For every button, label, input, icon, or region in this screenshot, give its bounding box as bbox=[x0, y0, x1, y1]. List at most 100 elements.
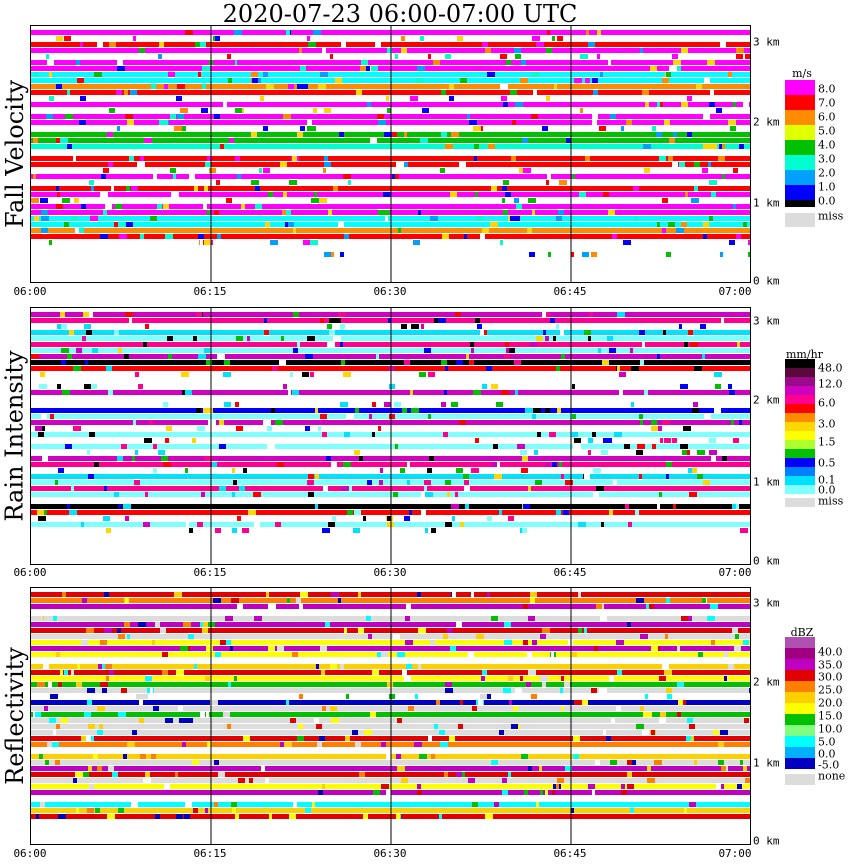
heatmap-0-cell bbox=[474, 156, 477, 161]
heatmap-2-cell bbox=[381, 652, 388, 657]
heatmap-1-cell bbox=[480, 330, 484, 335]
heatmap-1-cell bbox=[60, 312, 65, 317]
heatmap-2-cell bbox=[86, 736, 91, 741]
heatmap-2-cell bbox=[743, 766, 747, 771]
heatmap-2-cell bbox=[322, 706, 326, 711]
heatmap-1-cell bbox=[89, 432, 95, 437]
heatmap-0-cell bbox=[482, 228, 489, 233]
heatmap-0-cell bbox=[605, 204, 611, 209]
heatmap-1-cell bbox=[657, 504, 660, 509]
heatmap-1-cell bbox=[411, 324, 419, 329]
heatmap-0-cell bbox=[283, 114, 291, 119]
heatmap-0-cell bbox=[554, 84, 557, 89]
heatmap-0-cell bbox=[323, 168, 326, 173]
heatmap-2-cell bbox=[176, 814, 183, 819]
heatmap-2-cell bbox=[39, 754, 43, 759]
heatmap-2-cell bbox=[142, 694, 148, 699]
rain-intensity-ytick-3km: 3 km bbox=[753, 314, 780, 328]
heatmap-1-cell bbox=[619, 390, 623, 395]
heatmap-2-cell bbox=[58, 682, 62, 687]
reflectivity-swatch-2 bbox=[785, 659, 815, 670]
heatmap-2-cell bbox=[297, 622, 300, 627]
heatmap-0-cell bbox=[592, 78, 598, 83]
heatmap-1-cell bbox=[537, 432, 541, 437]
heatmap-1-cell bbox=[644, 390, 648, 395]
heatmap-0-cell bbox=[226, 198, 232, 203]
rain-intensity-swatch-11 bbox=[785, 458, 815, 467]
heatmap-1-cell bbox=[424, 486, 427, 491]
heatmap-1-cell bbox=[393, 492, 398, 497]
heatmap-1-cell bbox=[546, 462, 551, 467]
heatmap-1-cell bbox=[609, 510, 613, 515]
heatmap-0-cell bbox=[236, 180, 243, 185]
heatmap-1-cell bbox=[203, 408, 207, 413]
heatmap-0-cell bbox=[338, 180, 345, 185]
heatmap-1-cell bbox=[236, 426, 243, 431]
heatmap-2-cell bbox=[218, 772, 225, 777]
heatmap-2-cell bbox=[737, 784, 742, 789]
heatmap-2-cell bbox=[372, 670, 379, 675]
heatmap-1-cell bbox=[470, 342, 474, 347]
heatmap-0-cell bbox=[131, 186, 138, 191]
heatmap-2-cell bbox=[530, 592, 537, 597]
heatmap-1-cell bbox=[55, 480, 58, 485]
heatmap-0-cell bbox=[559, 180, 567, 185]
heatmap-0-cell bbox=[308, 42, 316, 47]
heatmap-2-cell bbox=[592, 790, 595, 795]
heatmap-0-cell bbox=[46, 54, 49, 59]
heatmap-2-cell bbox=[681, 616, 688, 621]
heatmap-0-cell bbox=[546, 96, 550, 101]
fall-velocity-ylabel-wrap: Fall Velocity bbox=[1, 25, 29, 283]
heatmap-1-cell bbox=[388, 318, 391, 323]
heatmap-0-cell bbox=[307, 36, 310, 41]
heatmap-0-cell bbox=[80, 42, 83, 47]
heatmap-2-cell bbox=[375, 622, 381, 627]
heatmap-0-cell bbox=[163, 204, 169, 209]
heatmap-0-cell bbox=[677, 66, 681, 71]
heatmap-1-cell bbox=[592, 432, 596, 437]
heatmap-2-cell bbox=[428, 736, 432, 741]
heatmap-2-cell bbox=[316, 670, 321, 675]
heatmap-1-cell bbox=[50, 414, 54, 419]
heatmap-1-cell bbox=[617, 312, 625, 317]
heatmap-2-cell bbox=[528, 670, 536, 675]
heatmap-0-cell bbox=[528, 198, 536, 203]
heatmap-0-cell bbox=[736, 234, 741, 239]
heatmap-1-cell bbox=[82, 336, 86, 341]
heatmap-2-cell bbox=[289, 814, 296, 819]
heatmap-2-cell bbox=[749, 688, 750, 693]
heatmap-1-cell bbox=[680, 384, 688, 389]
heatmap-1-cell bbox=[308, 474, 314, 479]
heatmap-1-cell bbox=[152, 516, 157, 521]
heatmap-1-cell bbox=[672, 438, 677, 443]
heatmap-2-cell bbox=[396, 754, 401, 759]
heatmap-1-cell bbox=[326, 456, 331, 461]
heatmap-2-cell bbox=[698, 652, 703, 657]
rain-intensity-swatch-4 bbox=[785, 395, 815, 404]
heatmap-1-cell bbox=[135, 450, 138, 455]
heatmap-1-cell bbox=[239, 486, 245, 491]
reflectivity-ytick-3km: 3 km bbox=[753, 596, 780, 610]
heatmap-2-cell bbox=[478, 700, 483, 705]
heatmap-1-cell bbox=[550, 318, 555, 323]
heatmap-0-cell bbox=[307, 120, 312, 125]
heatmap-0-cell bbox=[556, 216, 562, 221]
heatmap-2-cell bbox=[107, 814, 115, 819]
heatmap-1-cell bbox=[206, 360, 212, 365]
heatmap-2-cell bbox=[659, 718, 666, 723]
heatmap-0-cell bbox=[672, 54, 678, 59]
rain-intensity-cb-label-6: 6.0 bbox=[818, 396, 836, 410]
heatmap-2-cell bbox=[730, 622, 738, 627]
heatmap-1-cell bbox=[530, 342, 537, 347]
reflectivity-swatch-8 bbox=[785, 725, 815, 736]
heatmap-2-cell bbox=[104, 664, 112, 669]
heatmap-1-cell bbox=[69, 504, 77, 509]
heatmap-1-cell bbox=[400, 468, 405, 473]
heatmap-0-cell bbox=[685, 192, 688, 197]
heatmap-1-cell bbox=[35, 426, 42, 431]
heatmap-1-cell bbox=[38, 516, 46, 521]
heatmap-1-cell bbox=[740, 528, 748, 533]
heatmap-1-cell bbox=[491, 462, 497, 467]
heatmap-2-cell bbox=[178, 706, 183, 711]
heatmap-2-cell bbox=[139, 718, 144, 723]
